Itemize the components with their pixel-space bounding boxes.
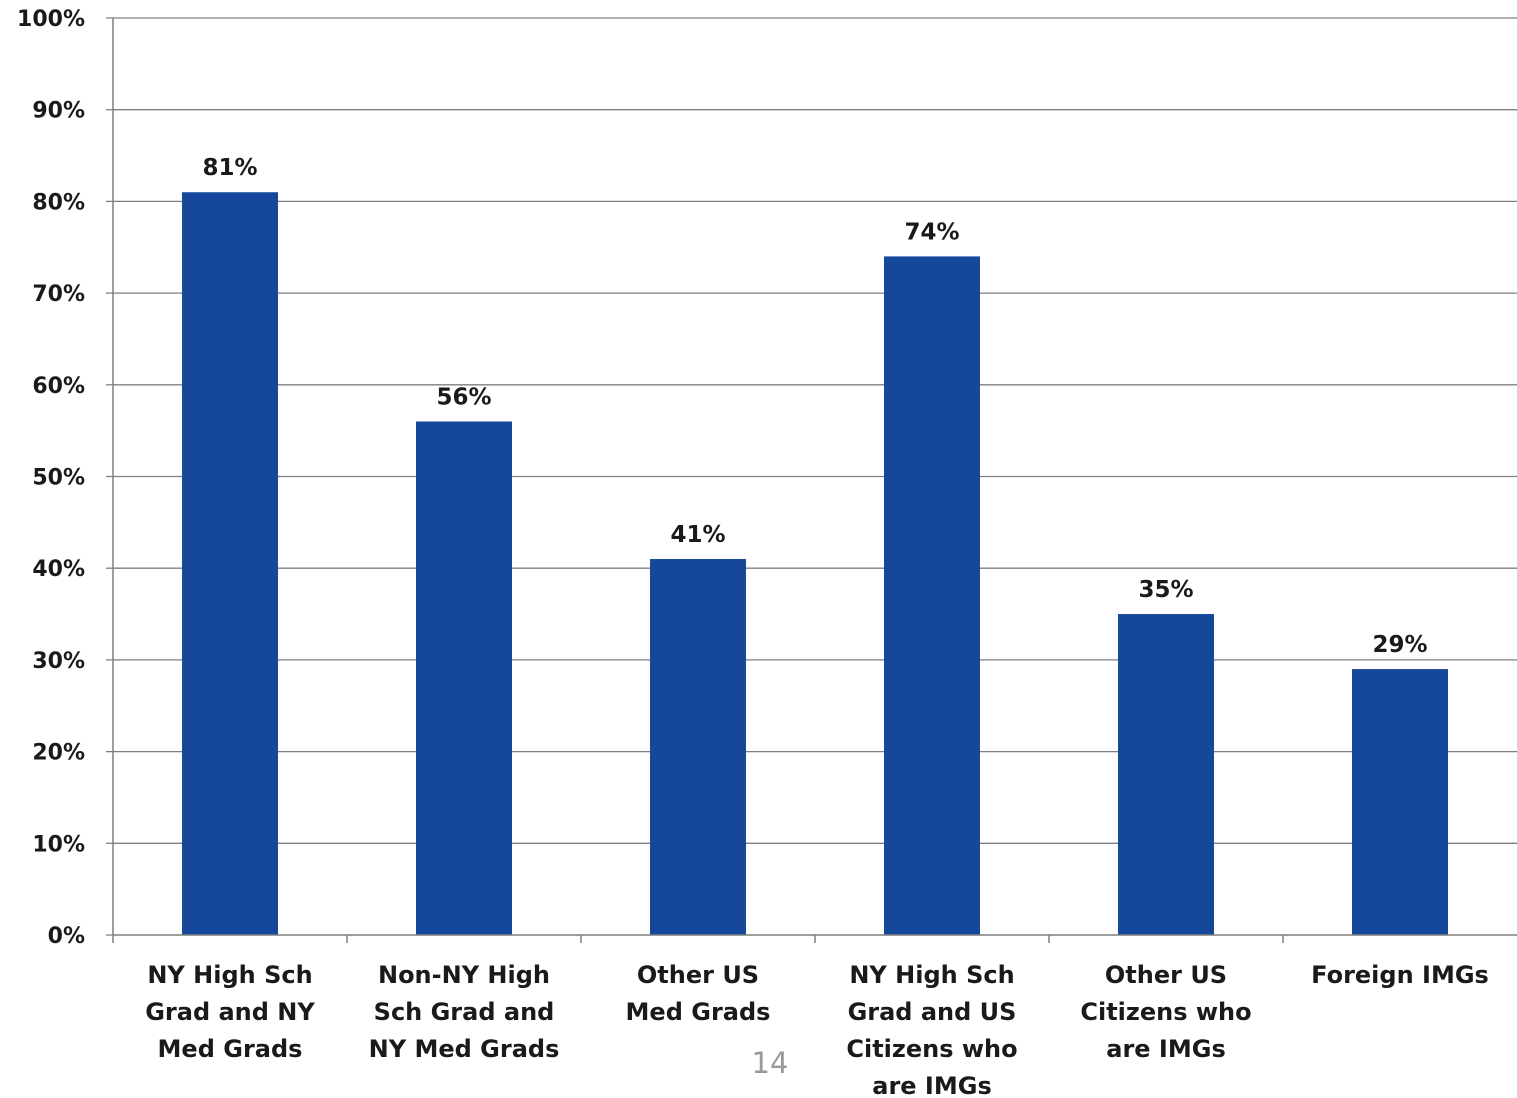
bar: [1118, 614, 1214, 935]
y-tick-label: 100%: [17, 7, 85, 32]
y-tick-label: 60%: [32, 374, 85, 399]
category-label: Other US Med Grads: [626, 961, 771, 1026]
data-labels: 81% 56% 41% 74% 35% 29%: [202, 155, 1427, 658]
data-label: 29%: [1372, 632, 1427, 658]
data-label: 56%: [436, 384, 491, 410]
category-label: Other US Citizens who are IMGs: [1080, 961, 1251, 1063]
category-label: NY High Sch Grad and US Citizens who are IM…: [846, 961, 1017, 1098]
y-tick-label: 80%: [32, 190, 85, 215]
y-axis-ticks: 0% 10% 20% 30% 40% 50% 60% 70% 80% 90% 100%: [17, 7, 113, 949]
data-label: 41%: [670, 522, 725, 548]
axes: [112, 18, 1517, 943]
y-tick-label: 40%: [32, 557, 85, 582]
y-tick-label: 0%: [48, 924, 85, 949]
bar: [1352, 669, 1448, 935]
y-tick-label: 70%: [32, 282, 85, 307]
bars: [182, 192, 1448, 936]
y-tick-label: 50%: [32, 466, 85, 491]
category-label: Non-NY High Sch Grad and NY Med Grads: [369, 961, 560, 1063]
bar: [884, 256, 980, 935]
bar: [416, 421, 512, 936]
data-label: 35%: [1138, 577, 1193, 603]
y-tick-label: 30%: [32, 649, 85, 674]
y-tick-label: 20%: [32, 741, 85, 766]
gridlines: [113, 17, 1517, 844]
data-label: 81%: [202, 155, 257, 181]
y-tick-label: 90%: [32, 99, 85, 124]
category-label: Foreign IMGs: [1311, 961, 1489, 989]
bar: [650, 559, 746, 935]
category-label: NY High Sch Grad and NY Med Grads: [145, 961, 315, 1063]
category-labels: NY High Sch Grad and NY Med Grads Non-NY Hi…: [145, 961, 1489, 1098]
page-number: 14: [751, 1046, 789, 1080]
data-label: 74%: [904, 219, 959, 245]
y-tick-label: 10%: [32, 832, 85, 857]
bar: [182, 192, 278, 936]
